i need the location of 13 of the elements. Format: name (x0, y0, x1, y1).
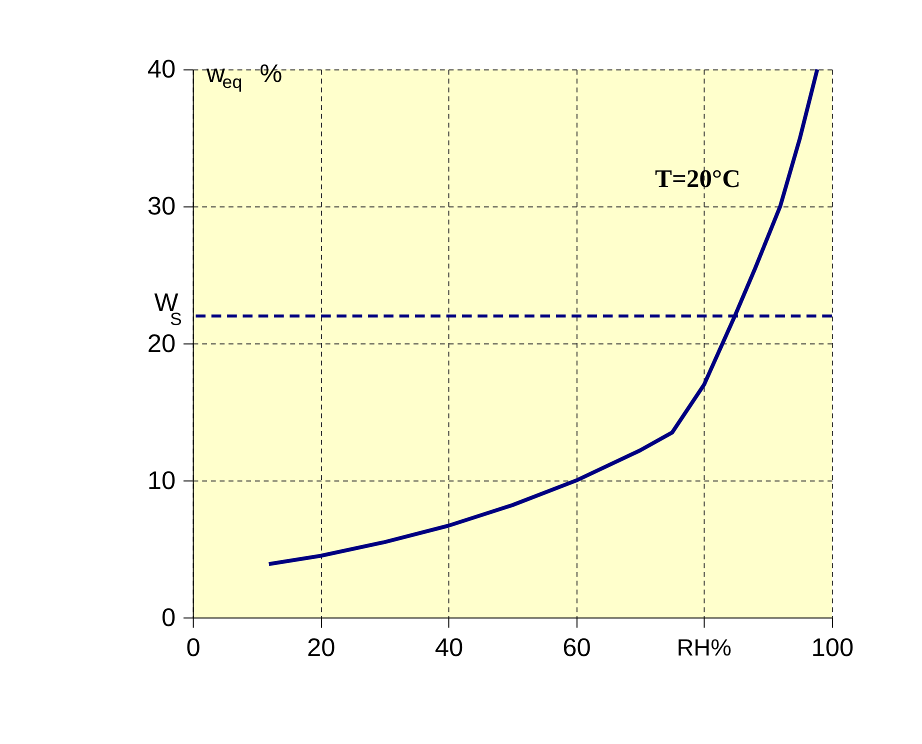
x-tick-label: 40 (434, 634, 464, 662)
annotation: T=20°C (655, 164, 740, 193)
y-tick-label: 40 (147, 56, 176, 84)
x-axis-title: RH% (676, 634, 732, 661)
y-tick-label: 0 (162, 604, 176, 632)
y-tick-label: 10 (147, 466, 176, 495)
ref-line-label: WS (154, 289, 182, 329)
y-tick-label: 30 (147, 192, 176, 221)
y-tick-label: 20 (147, 330, 176, 358)
x-tick-label: 100 (811, 634, 854, 662)
x-tick-label: 20 (306, 634, 336, 662)
x-tick-label: 0 (186, 634, 200, 662)
x-tick-label: 60 (562, 634, 591, 662)
